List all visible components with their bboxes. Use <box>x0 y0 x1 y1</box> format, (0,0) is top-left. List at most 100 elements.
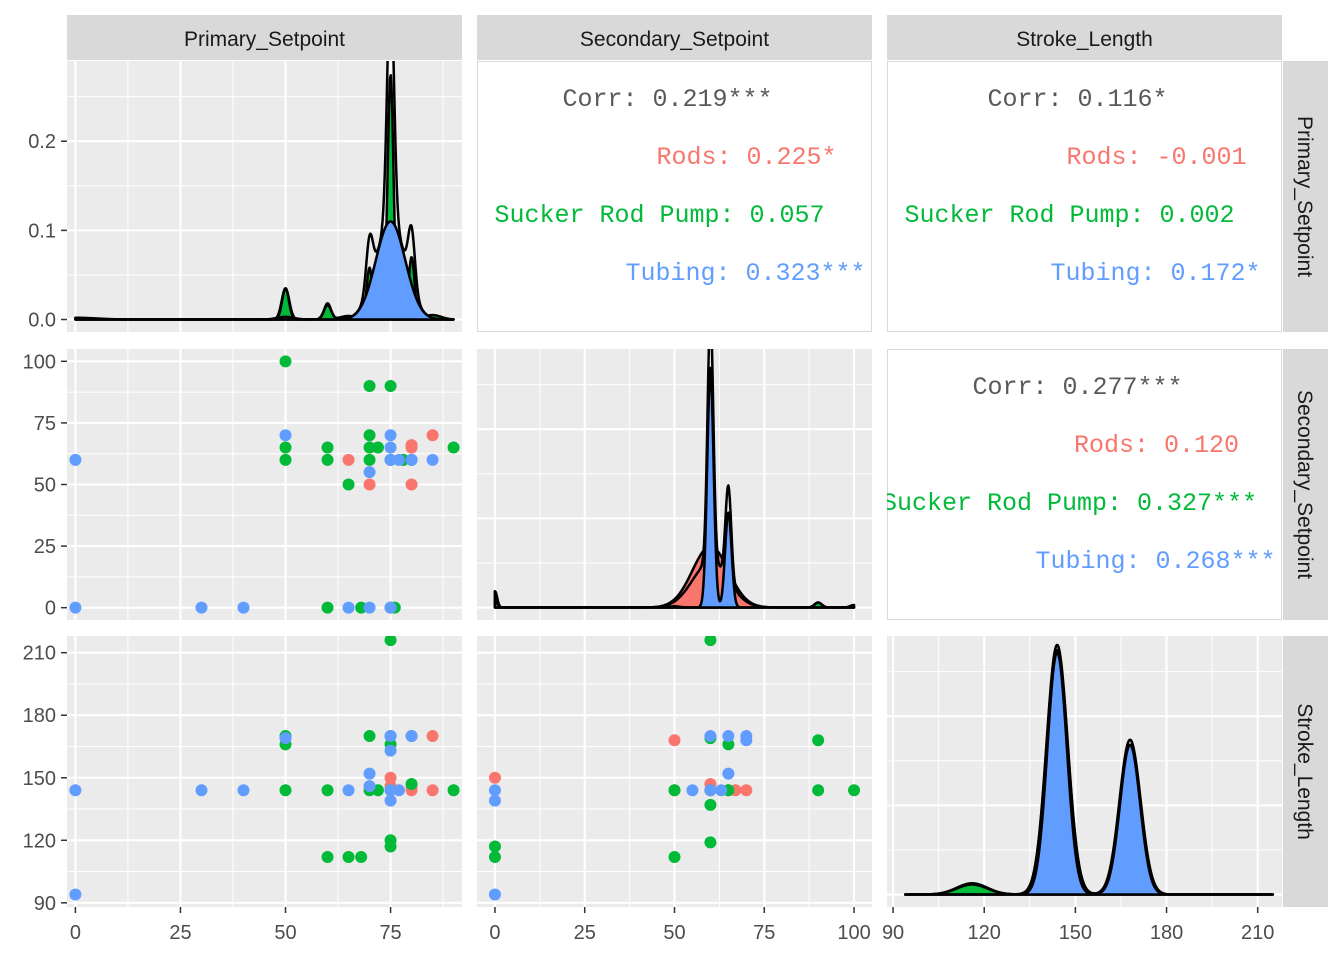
correlation-panel-background <box>887 349 1282 620</box>
scatter-point <box>392 784 405 797</box>
density-overall-line <box>74 61 455 321</box>
top-strip-label-stroke_length: Stroke_Length <box>1016 28 1153 51</box>
scatter-point <box>812 734 825 747</box>
scatter-point <box>704 730 717 743</box>
y-tick-label: 180 <box>23 705 56 727</box>
x-tick-label: 75 <box>379 922 401 944</box>
panel-marks <box>493 349 856 609</box>
y-tick-label: 0.1 <box>28 220 56 242</box>
scatter-point <box>363 466 376 479</box>
scatter-point <box>363 601 376 614</box>
panel-secondary_setpoint-vs-stroke_length <box>887 349 1282 620</box>
x-tick-label: 25 <box>574 922 596 944</box>
scatter-point <box>384 429 397 442</box>
scatter-point <box>704 784 717 797</box>
correlation-text-group: Corr: 0.277*** Rods: 0.120 Sucker Rod Pump… <box>882 373 1276 576</box>
y-tick-label: 50 <box>34 475 56 497</box>
y-tick-label: 0.0 <box>28 310 56 332</box>
right-strip-stroke_length <box>1283 636 1328 907</box>
scatter-point <box>447 441 460 454</box>
y-tick-label: 75 <box>34 413 56 435</box>
panel-stroke_length-vs-stroke_length <box>887 636 1282 907</box>
scatter-point <box>405 453 418 466</box>
right-strip-primary_setpoint <box>1283 61 1328 332</box>
x-tick-label: 180 <box>1150 922 1183 944</box>
x-tick-label: 0 <box>70 922 81 944</box>
scatter-point <box>195 784 208 797</box>
panel-marks <box>488 636 861 901</box>
scatter-point <box>384 601 397 614</box>
scatter-point <box>384 744 397 757</box>
x-tick-label: 50 <box>274 922 296 944</box>
scatter-point <box>363 379 376 392</box>
panel-primary_setpoint-vs-secondary_setpoint <box>477 61 872 332</box>
scatter-point <box>426 784 439 797</box>
scatter-point <box>237 601 250 614</box>
corr-text-sucker-rod-pump: Sucker Rod Pump: 0.002 <box>904 201 1234 230</box>
top-strip-label-primary_setpoint: Primary_Setpoint <box>184 28 345 51</box>
x-tick-label: 100 <box>837 922 870 944</box>
x-tick-label: 25 <box>169 922 191 944</box>
panel-stroke_length-vs-secondary_setpoint <box>477 636 872 907</box>
scatter-point <box>195 601 208 614</box>
y-tick-label: 100 <box>23 351 56 373</box>
scatter-point <box>668 734 681 747</box>
scatter-point <box>488 794 501 807</box>
x-tick-label: 90 <box>882 922 904 944</box>
corr-text-sucker-rod-pump: Sucker Rod Pump: 0.327*** <box>882 489 1257 518</box>
scatter-point <box>722 767 735 780</box>
corr-text-overall: Corr: 0.277*** <box>972 373 1182 402</box>
corr-text-overall: Corr: 0.116* <box>987 85 1167 114</box>
scatter-point <box>384 453 397 466</box>
right-strip-label-primary_setpoint: Primary_Setpoint <box>1293 116 1316 277</box>
scatter-point <box>848 784 861 797</box>
corr-text-rods: Rods: 0.120 <box>1074 431 1239 460</box>
scatter-point <box>426 453 439 466</box>
panel-marks <box>74 61 455 321</box>
panel-primary_setpoint-vs-primary_setpoint <box>67 61 462 332</box>
scatter-point <box>69 453 82 466</box>
scatter-point <box>384 840 397 853</box>
y-tick-label: 0 <box>45 598 56 620</box>
scatter-point <box>342 478 355 491</box>
scatter-point <box>342 601 355 614</box>
scatter-point <box>279 441 292 454</box>
scatter-point <box>384 379 397 392</box>
correlation-panel-background <box>477 61 872 332</box>
scatter-point <box>704 798 717 811</box>
density-overall-line <box>493 349 855 609</box>
scatter-point <box>321 453 334 466</box>
scatter-point <box>363 453 376 466</box>
x-tick-label: 120 <box>968 922 1001 944</box>
corr-text-overall: Corr: 0.219*** <box>562 85 772 114</box>
scatter-point <box>363 780 376 793</box>
scatter-point <box>488 888 501 901</box>
panel-marks <box>903 643 1275 896</box>
scatter-point <box>355 850 368 863</box>
scatter-point <box>384 771 397 784</box>
scatter-point <box>321 850 334 863</box>
panel-secondary_setpoint-vs-secondary_setpoint <box>477 349 872 620</box>
scatter-point <box>342 453 355 466</box>
scatter-point <box>371 441 384 454</box>
right-strip-secondary_setpoint <box>1283 349 1328 620</box>
scatter-point <box>279 784 292 797</box>
scatter-point <box>722 738 735 751</box>
scatter-point <box>488 771 501 784</box>
panel-background <box>887 636 1282 907</box>
x-tick-label: 50 <box>663 922 685 944</box>
right-strip-label-secondary_setpoint: Secondary_Setpoint <box>1293 390 1316 579</box>
scatter-point <box>363 441 376 454</box>
scatter-point <box>426 730 439 743</box>
right-strip-label-stroke_length: Stroke_Length <box>1293 703 1316 840</box>
scatter-point <box>384 730 397 743</box>
correlation-text-group: Corr: 0.219*** Rods: 0.225* Sucker Rod Pum… <box>494 85 865 288</box>
scatter-point <box>668 784 681 797</box>
correlation-text-group: Corr: 0.116* Rods: -0.001 Sucker Rod Pump:… <box>904 85 1260 288</box>
y-tick-label: 120 <box>23 830 56 852</box>
panel-stroke_length-vs-primary_setpoint <box>67 636 462 907</box>
y-tick-label: 0.2 <box>28 131 56 153</box>
panel-primary_setpoint-vs-stroke_length <box>887 61 1282 332</box>
scatter-point <box>740 734 753 747</box>
scatter-point <box>488 840 501 853</box>
